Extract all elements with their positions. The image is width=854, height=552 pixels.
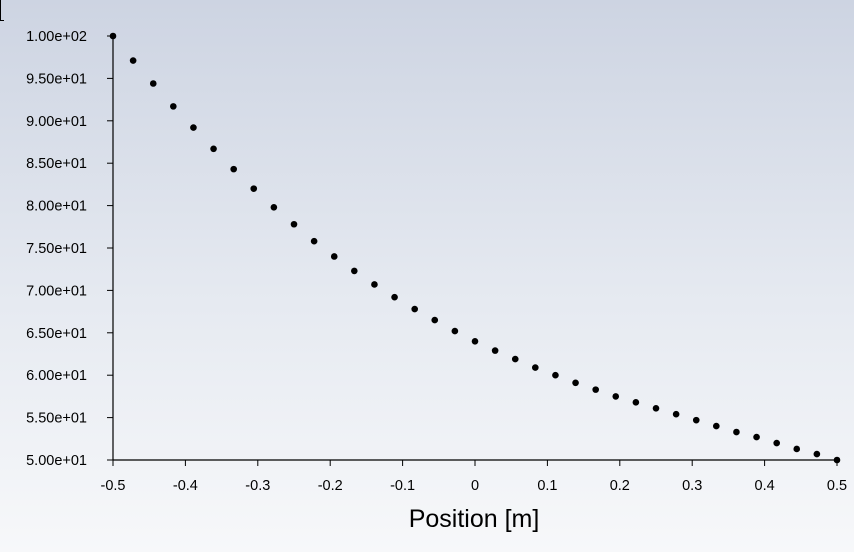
data-point [491, 347, 499, 354]
x-tick-label: 0.4 [755, 478, 775, 494]
x-tick-label: 0 [471, 478, 479, 494]
data-points [109, 32, 841, 464]
x-tick-label: 0.3 [682, 478, 702, 494]
x-tick-label: -0.5 [101, 478, 126, 494]
x-tick-label: 0.1 [537, 478, 557, 494]
data-point [532, 364, 539, 371]
data-point [652, 404, 660, 412]
data-point [371, 281, 378, 288]
data-point [210, 145, 217, 153]
y-tick-label: 5.50e+01 [26, 411, 87, 427]
data-point [592, 386, 599, 393]
y-tick-label: 1.00e+02 [26, 29, 87, 45]
data-point [713, 422, 720, 430]
x-tick-label: -0.2 [318, 478, 343, 494]
data-point [411, 305, 418, 313]
data-point [250, 185, 258, 192]
data-point [552, 371, 559, 379]
y-tick-label: 7.00e+01 [26, 283, 87, 299]
data-point [733, 428, 740, 436]
data-point [753, 433, 760, 441]
data-point [391, 293, 398, 301]
x-axis-ticks: -0.5 -0.4 -0.3 -0.2 -0.1 0 0.1 0.2 0.3 0.4 0.5 [101, 460, 847, 494]
y-tick-label: 9.50e+01 [26, 71, 87, 87]
data-point [330, 253, 338, 260]
data-point [572, 379, 579, 387]
data-point [290, 220, 298, 228]
data-point [471, 337, 479, 345]
data-point [270, 203, 278, 211]
x-tick-label: 0.5 [827, 478, 847, 494]
data-point [129, 57, 137, 64]
data-point [149, 80, 157, 87]
data-point [310, 237, 318, 245]
data-point [813, 450, 821, 458]
data-point [612, 393, 620, 400]
y-tick-label: 6.00e+01 [26, 368, 87, 384]
data-point [833, 456, 841, 464]
data-point [692, 416, 700, 424]
x-tick-label: -0.1 [390, 478, 415, 494]
y-tick-label: 5.00e+01 [26, 453, 87, 469]
y-tick-label: 8.50e+01 [26, 156, 87, 172]
data-point [190, 124, 197, 131]
data-point [230, 165, 237, 173]
data-point [793, 445, 801, 453]
x-tick-label: -0.3 [245, 478, 270, 494]
y-axis-ticks: 5.00e+01 5.50e+01 6.00e+01 6.50e+01 7.00e+01… [26, 29, 113, 469]
x-tick-label: -0.4 [173, 478, 198, 494]
data-point [170, 103, 177, 110]
y-tick-label: 7.50e+01 [26, 241, 87, 257]
data-point [431, 316, 439, 324]
data-point [351, 267, 358, 275]
data-point [632, 399, 640, 406]
x-tick-label: 0.2 [610, 478, 630, 494]
x-axis-title: Position [m] [409, 505, 540, 533]
legend-frame-corner [0, 0, 4, 21]
data-point [773, 439, 780, 447]
data-point [109, 32, 117, 40]
y-tick-label: 6.50e+01 [26, 326, 87, 342]
data-point [672, 410, 680, 418]
data-point [511, 355, 519, 363]
y-tick-label: 8.00e+01 [26, 199, 87, 215]
data-point [451, 327, 459, 335]
y-tick-label: 9.00e+01 [26, 114, 87, 130]
